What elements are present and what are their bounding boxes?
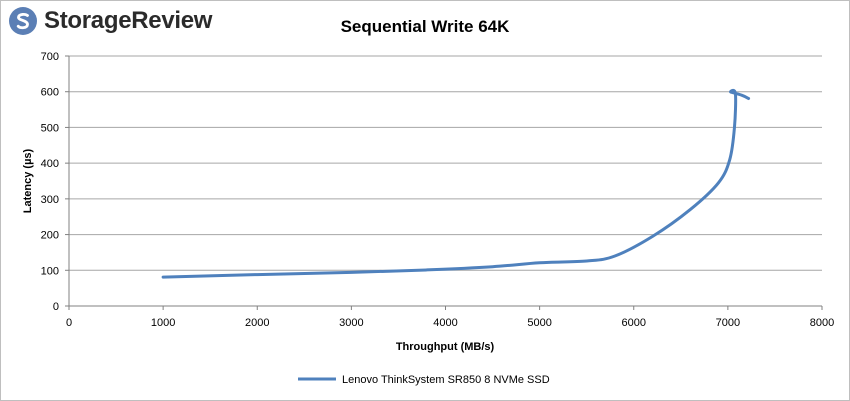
y-tick-label: 400: [41, 158, 59, 170]
brand-name: StorageReview: [44, 7, 213, 34]
x-axis-title: Throughput (MB/s): [396, 341, 495, 353]
chart-title: Sequential Write 64K: [341, 17, 511, 36]
y-tick-label: 500: [41, 122, 59, 134]
legend-label: Lenovo ThinkSystem SR850 8 NVMe SSD: [342, 374, 550, 386]
series-layer: [161, 88, 751, 279]
y-axis-title: Latency (µs): [22, 148, 34, 213]
y-tick-label: 200: [41, 230, 59, 242]
storagereview-logo-icon: [9, 7, 37, 35]
x-axis-ticks: 0 1000 2000 3000 4000 5000 6000 7000 8000: [66, 306, 834, 329]
x-tick-label: 7000: [716, 317, 740, 329]
series-line: [161, 88, 751, 279]
y-tick-label: 600: [41, 87, 59, 99]
y-tick-label: 700: [41, 51, 59, 63]
legend: Lenovo ThinkSystem SR850 8 NVMe SSD: [298, 374, 550, 386]
x-tick-label: 1000: [151, 317, 175, 329]
y-tick-label: 100: [41, 265, 59, 277]
x-tick-label: 3000: [339, 317, 363, 329]
brand-logo: StorageReview: [8, 4, 212, 38]
x-tick-label: 6000: [622, 317, 646, 329]
x-tick-label: 5000: [527, 317, 551, 329]
gridlines: [69, 55, 822, 271]
x-tick-label: 8000: [810, 317, 834, 329]
y-tick-label: 300: [41, 194, 59, 206]
x-tick-label: 0: [66, 317, 72, 329]
x-tick-label: 4000: [433, 317, 457, 329]
y-axis-ticks: 0 100 200 300 400 500 600 700: [41, 51, 69, 313]
y-tick-label: 0: [53, 301, 59, 313]
x-tick-label: 2000: [245, 317, 269, 329]
